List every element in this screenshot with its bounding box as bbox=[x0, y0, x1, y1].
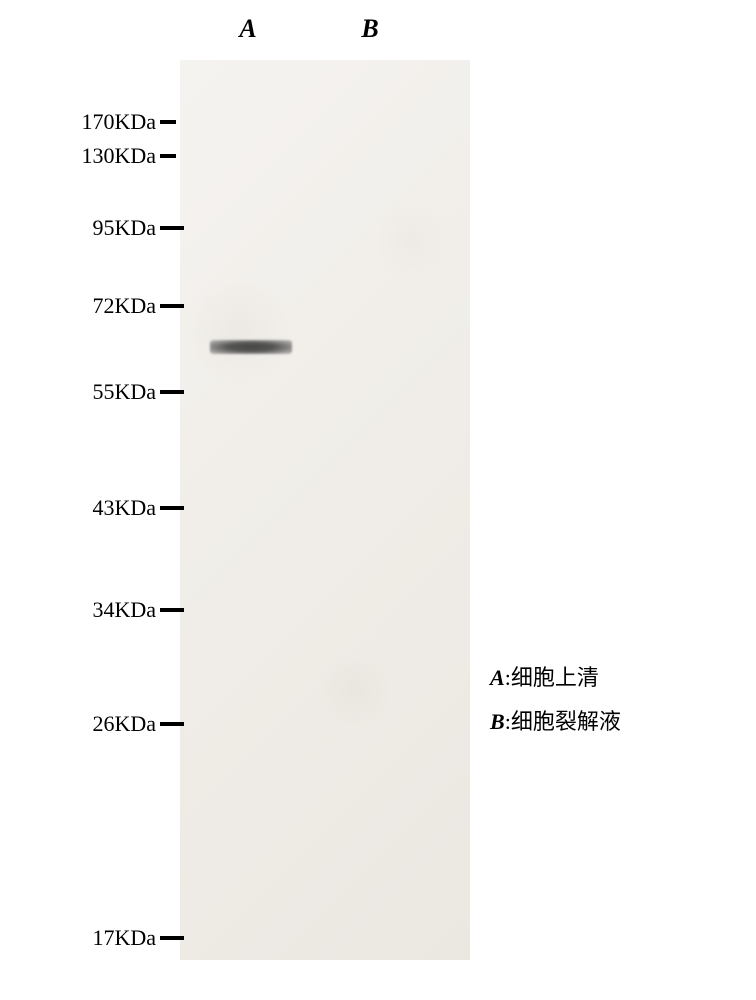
marker-tick-7 bbox=[160, 722, 184, 726]
figure-container: A B A:细胞上清 B:细胞裂解液 170KDa 130KDa 95KDa 72KD… bbox=[0, 0, 756, 1000]
lane-label-a: A bbox=[203, 14, 293, 44]
marker-label-2: 95KDa bbox=[92, 215, 156, 241]
marker-tick-2 bbox=[160, 226, 184, 230]
legend-text-b: 细胞裂解液 bbox=[511, 709, 621, 734]
marker-label-5: 43KDa bbox=[92, 495, 156, 521]
blot-noise-texture bbox=[180, 60, 470, 960]
blot-membrane bbox=[180, 60, 470, 960]
marker-tick-8 bbox=[160, 936, 184, 940]
lane-label-b: B bbox=[325, 14, 415, 44]
legend-text-a: 细胞上清 bbox=[511, 665, 599, 690]
marker-tick-1 bbox=[160, 154, 176, 158]
marker-label-1: 130KDa bbox=[81, 143, 156, 169]
legend-key-b: B bbox=[490, 709, 505, 734]
marker-label-7: 26KDa bbox=[92, 711, 156, 737]
marker-label-3: 72KDa bbox=[92, 293, 156, 319]
marker-tick-6 bbox=[160, 608, 184, 612]
legend: A:细胞上清 B:细胞裂解液 bbox=[490, 660, 621, 748]
legend-key-a: A bbox=[490, 665, 505, 690]
marker-label-8: 17KDa bbox=[92, 925, 156, 951]
marker-label-0: 170KDa bbox=[81, 109, 156, 135]
marker-tick-0 bbox=[160, 120, 176, 124]
marker-label-6: 34KDa bbox=[92, 597, 156, 623]
marker-tick-4 bbox=[160, 390, 184, 394]
marker-label-4: 55KDa bbox=[92, 379, 156, 405]
legend-item-a: A:细胞上清 bbox=[490, 660, 621, 692]
legend-item-b: B:细胞裂解液 bbox=[490, 704, 621, 736]
band-A-0 bbox=[210, 340, 292, 354]
marker-tick-5 bbox=[160, 506, 184, 510]
marker-tick-3 bbox=[160, 304, 184, 308]
